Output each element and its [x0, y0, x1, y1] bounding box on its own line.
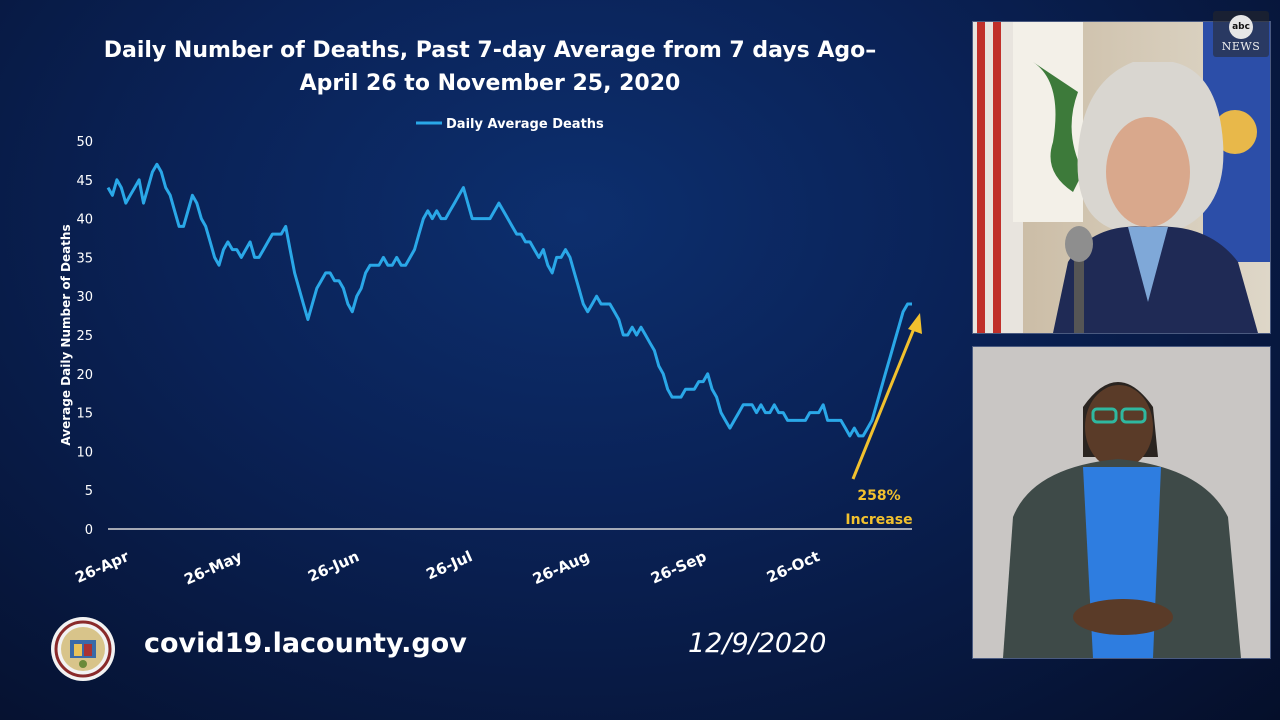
x-tick-label: 26-Aug	[530, 547, 592, 588]
x-tick-label: 26-Apr	[72, 547, 132, 587]
y-tick-label: 30	[76, 290, 93, 305]
chart-title: Daily Number of Deaths, Past 7-day Avera…	[60, 34, 920, 100]
abc-logo-text: abc	[1229, 15, 1253, 39]
series-line-daily-average-deaths	[106, 162, 912, 438]
news-logo-text: NEWS	[1221, 40, 1261, 53]
y-tick-label: 25	[76, 329, 93, 344]
increase-arrow	[851, 325, 917, 480]
y-tick-label: 5	[85, 484, 93, 499]
abc-news-logo-icon: abc NEWS	[1213, 11, 1269, 57]
footer-date: 12/9/2020	[688, 628, 827, 659]
y-tick-label: 10	[76, 445, 93, 460]
x-tick-label: 26-Jul	[423, 547, 475, 583]
y-axis-ticks: 0 5 10 15 20 25 30 35 40 45 50	[76, 135, 93, 538]
x-axis-ticks: 26-Apr 26-May 26-Jun 26-Jul 26-Aug 26-Sep 26-O…	[72, 547, 822, 589]
annotation-percent: 258%	[857, 488, 900, 504]
y-tick-label: 45	[76, 174, 93, 189]
interpreter-video	[972, 346, 1271, 659]
la-county-seal-icon	[51, 617, 115, 681]
increase-arrow-head	[908, 313, 922, 334]
y-tick-label: 35	[76, 251, 93, 266]
x-tick-label: 26-May	[181, 547, 245, 589]
y-tick-label: 40	[76, 213, 93, 228]
speaker-video	[972, 21, 1271, 334]
chart-title-line1: Daily Number of Deaths, Past 7-day Avera…	[103, 38, 877, 63]
legend: Daily Average Deaths	[416, 117, 604, 132]
x-tick-label: 26-Sep	[648, 547, 709, 587]
increase-annotation: 258% Increase	[845, 313, 922, 528]
y-tick-label: 20	[76, 368, 93, 383]
y-tick-label: 0	[85, 523, 93, 538]
y-tick-label: 50	[76, 135, 93, 150]
x-tick-label: 26-Oct	[764, 547, 822, 586]
y-axis-label: Average Daily Number of Deaths	[59, 224, 73, 445]
footer-url: covid19.lacounty.gov	[144, 628, 467, 659]
legend-entry-daily-average-deaths: Daily Average Deaths	[446, 117, 604, 132]
x-tick-label: 26-Jun	[305, 547, 362, 585]
chart-title-line2: April 26 to November 25, 2020	[299, 71, 681, 96]
y-tick-label: 15	[76, 407, 93, 422]
annotation-increase: Increase	[845, 512, 912, 528]
